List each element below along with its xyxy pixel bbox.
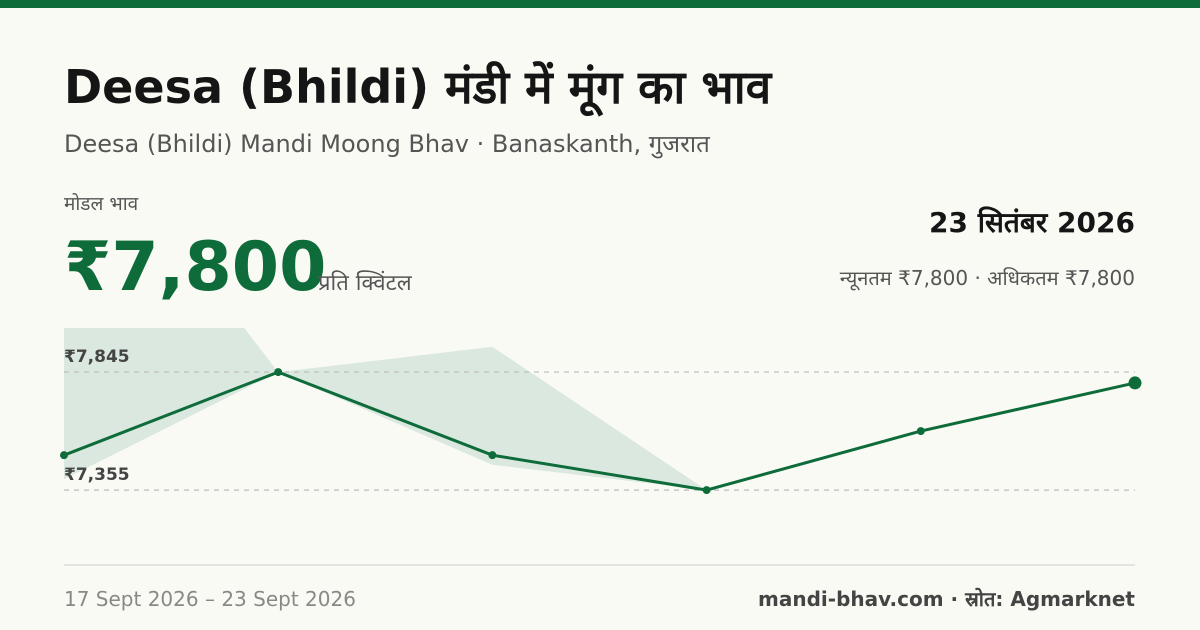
price-caption: मोडल भाव (64, 192, 139, 215)
point (274, 368, 283, 377)
y-tick-label: ₹7,355 (64, 465, 130, 485)
point (60, 451, 68, 460)
subtitle: Deesa (Bhildi) Mandi Moong Bhav · Banask… (64, 130, 711, 159)
range-band (64, 328, 707, 491)
unit: प्रति क्विंटल (318, 270, 413, 296)
date: 23 सितंबर 2026 (929, 206, 1135, 239)
point (1128, 376, 1142, 390)
min-max: न्यूनतम ₹7,800 · अधिकतम ₹7,800 (840, 266, 1135, 291)
point (702, 486, 711, 495)
source: mandi-bhav.com · स्रोत: Agmarknet (758, 587, 1135, 611)
top-bar (0, 0, 1200, 8)
point (916, 427, 925, 436)
point (488, 451, 497, 460)
price: ₹7,800 (64, 228, 326, 307)
y-tick-label: ₹7,845 (64, 347, 130, 367)
period: 17 Sept 2026 – 23 Sept 2026 (64, 587, 356, 611)
price-line (63, 370, 1136, 492)
title: Deesa (Bhildi) मंडी में मूंग का भाव (64, 60, 773, 117)
